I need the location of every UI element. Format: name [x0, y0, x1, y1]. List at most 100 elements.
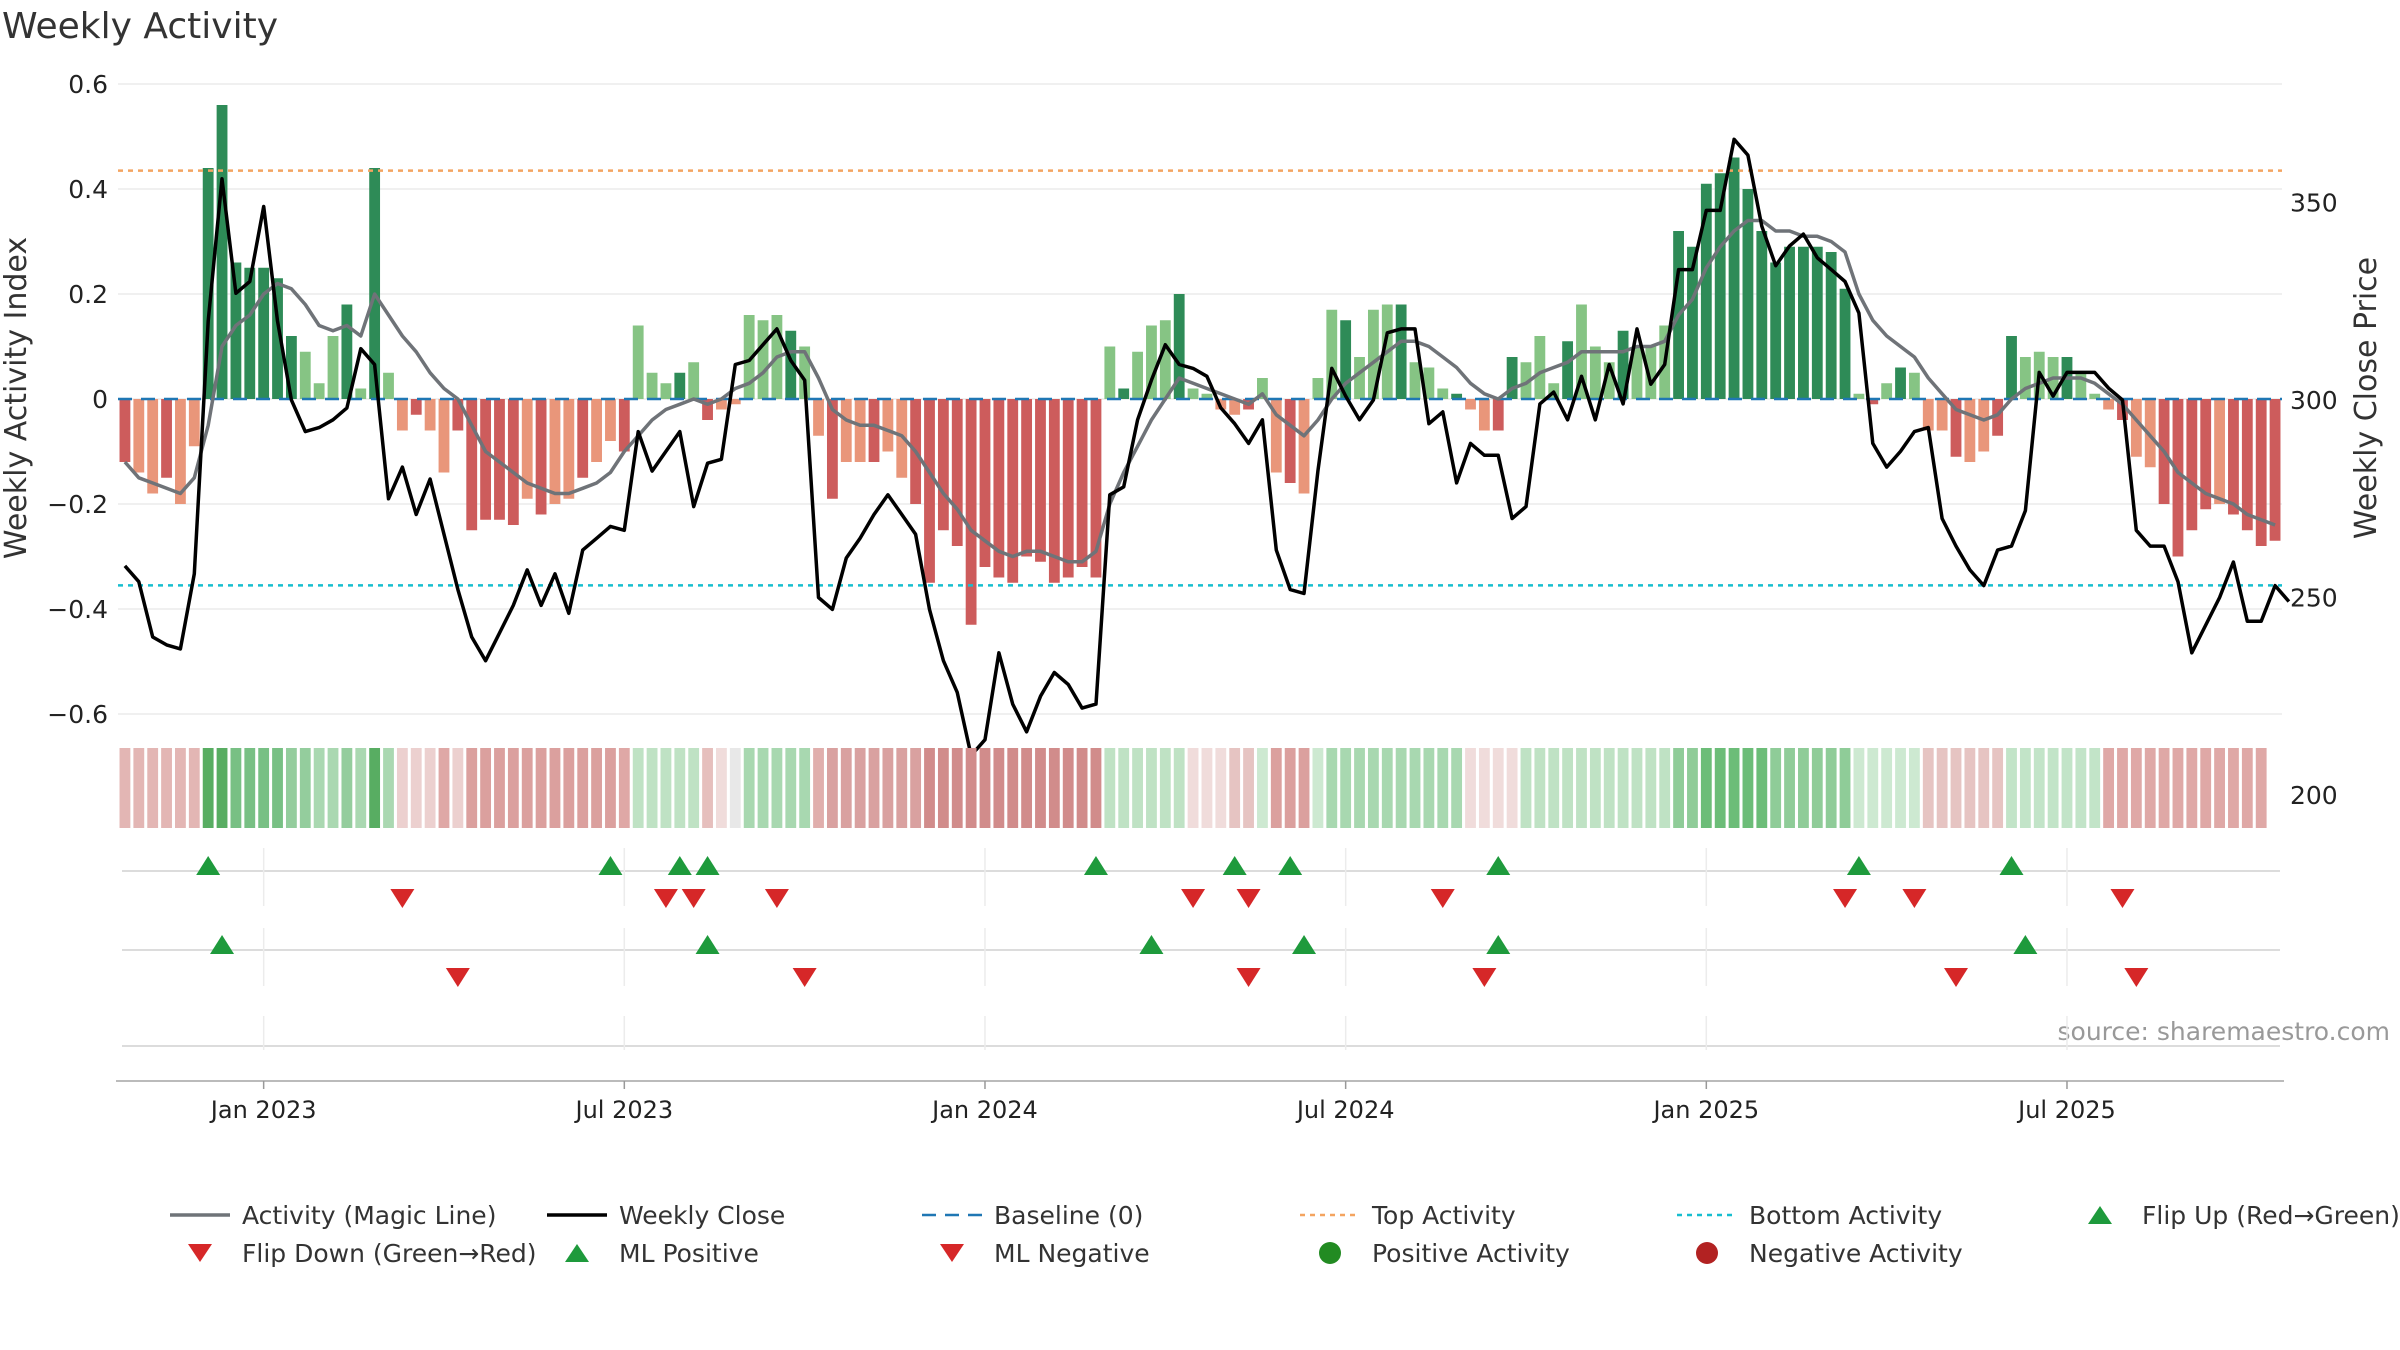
activity-strip-cell [1714, 748, 1726, 828]
activity-strip-cell [549, 748, 561, 828]
legend-swatch [188, 1244, 212, 1262]
legend-label: Positive Activity [1372, 1238, 1570, 1268]
activity-strip-cell [494, 748, 505, 828]
legend-label: Activity (Magic Line) [242, 1200, 497, 1230]
activity-bar [1076, 399, 1088, 567]
activity-strip-cell [896, 748, 908, 828]
x-tick-label: Jan 2024 [930, 1096, 1038, 1124]
activity-strip-cell [1201, 748, 1213, 828]
activity-bar [216, 105, 228, 399]
legend-mark [940, 1244, 964, 1262]
activity-strip-cell [993, 748, 1005, 828]
activity-strip-cell [1159, 748, 1171, 828]
legend-item: Flip Down (Green→Red) [168, 1238, 537, 1268]
legend: Activity (Magic Line) Weekly Close Baselin… [0, 1200, 2400, 1310]
y-axis-label: Weekly Activity Index [0, 237, 34, 559]
activity-strip-cell [188, 748, 200, 828]
legend-label: Flip Down (Green→Red) [242, 1238, 537, 1268]
activity-strip-cell [1659, 748, 1671, 828]
activity-bar [1922, 399, 1934, 431]
activity-strip-cell [1076, 748, 1088, 828]
flip-down-marker [1236, 889, 1261, 908]
activity-strip-cell [937, 748, 949, 828]
activity-strip-cell [563, 748, 575, 828]
activity-strip-cell [632, 748, 644, 828]
activity-bar [1090, 399, 1102, 578]
activity-bar [1284, 399, 1296, 483]
activity-bar [2269, 399, 2281, 541]
y2-tick-label: 250 [2290, 584, 2338, 613]
ml-positive-marker [1139, 935, 1164, 954]
activity-bar [840, 399, 852, 462]
activity-bar [1908, 372, 1920, 399]
activity-bar [1506, 357, 1518, 399]
activity-bar [1354, 357, 1365, 399]
activity-strip-cell [521, 748, 533, 828]
activity-bar [2103, 399, 2115, 410]
activity-bar [951, 399, 963, 546]
legend-swatch [170, 1213, 230, 1217]
activity-strip-cell [591, 748, 602, 828]
activity-bar [175, 399, 186, 504]
activity-strip-cell [285, 748, 297, 828]
activity-bar [202, 168, 214, 399]
y2-axis-label: Weekly Close Price [2349, 257, 2384, 539]
x-tick-label: Jul 2024 [1295, 1096, 1395, 1124]
activity-strip-cell [1257, 748, 1268, 828]
activity-strip-cell [1631, 748, 1643, 828]
activity-bar [1700, 183, 1712, 399]
activity-bar [369, 168, 381, 399]
y2-tick-label: 350 [2290, 189, 2338, 218]
activity-strip-cell [1284, 748, 1296, 828]
y-tick-label: 0.6 [68, 70, 108, 99]
activity-bar [1617, 330, 1629, 399]
activity-bar [646, 372, 658, 399]
activity-bar [716, 399, 727, 410]
activity-strip-cell [1007, 748, 1019, 828]
activity-bar [1520, 362, 1532, 399]
activity-strip-cell [743, 748, 755, 828]
x-tick-label: Jan 2025 [1651, 1096, 1759, 1124]
legend-mark [188, 1244, 212, 1262]
y2-tick-label: 300 [2290, 386, 2338, 415]
y-tick-label: −0.4 [47, 595, 108, 624]
legend-item: Activity (Magic Line) [168, 1200, 496, 1230]
activity-strip-cell [258, 748, 270, 828]
flip-down-marker [653, 889, 678, 908]
activity-bar [1340, 320, 1352, 399]
y-tick-label: 0 [92, 385, 108, 414]
activity-strip-cell [2200, 748, 2212, 828]
ml-positive-marker [2013, 935, 2038, 954]
ml-positive-marker [1292, 935, 1317, 954]
activity-strip-cell [1520, 748, 1532, 828]
activity-bar [1825, 252, 1837, 399]
activity-bar [1146, 325, 1157, 399]
activity-strip-cell [2006, 748, 2017, 828]
activity-strip-cell [1617, 748, 1629, 828]
weekly-close-line [123, 137, 2291, 758]
activity-strip-cell [1298, 748, 1310, 828]
activity-strip-cell [1950, 748, 1962, 828]
activity-strip-cell [2019, 748, 2031, 828]
activity-strip-cell [2103, 748, 2115, 828]
activity-bar [563, 399, 575, 499]
activity-strip-cell [1728, 748, 1740, 828]
flip-down-marker [2110, 889, 2135, 908]
activity-strip-cell [1062, 748, 1074, 828]
activity-bar [2228, 399, 2239, 515]
activity-bar [618, 399, 630, 452]
activity-bar [1048, 399, 1060, 583]
activity-strip-cell [785, 748, 797, 828]
activity-strip-cell [979, 748, 991, 828]
ml-positive-marker [210, 935, 235, 954]
legend-swatch [1300, 1213, 1360, 1217]
activity-bar [452, 399, 464, 431]
activity-bar [2144, 399, 2156, 468]
activity-bar [799, 346, 811, 399]
activity-bar [1367, 309, 1379, 399]
activity-bar [1451, 393, 1463, 399]
source-note: source: sharemaestro.com [2058, 1017, 2391, 1046]
activity-strip-cell [1645, 748, 1657, 828]
activity-bar [1853, 393, 1865, 399]
